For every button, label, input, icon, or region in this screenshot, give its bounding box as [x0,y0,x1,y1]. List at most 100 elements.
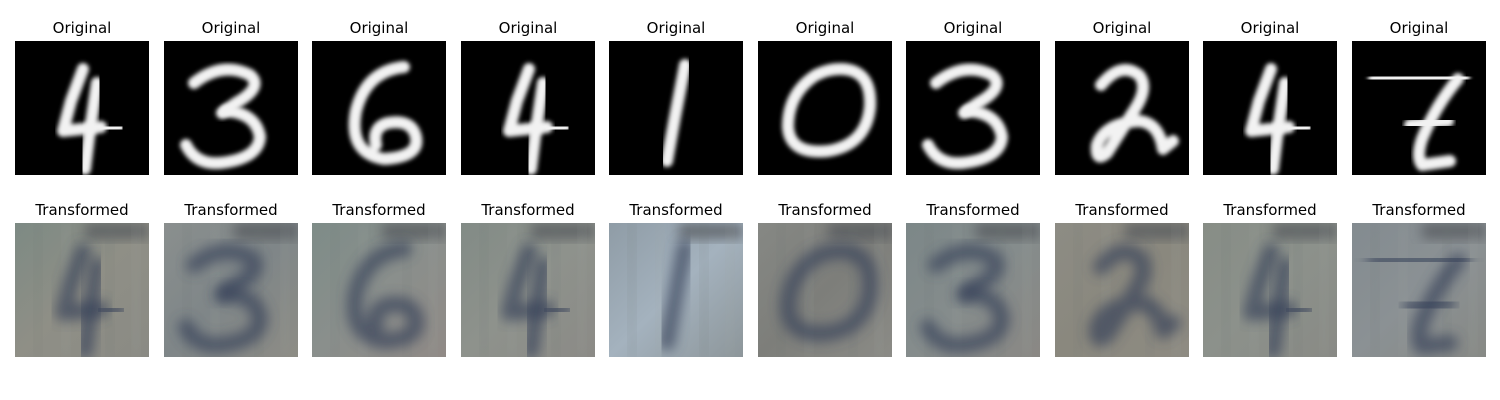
top-shadow-band [1422,223,1486,239]
original-digit-image [312,41,446,175]
digit-stroke [1413,73,1464,171]
digit-shadow [77,257,105,357]
texture-streak [553,223,559,357]
digit-image-svg [609,223,743,357]
digit-shadow [1283,301,1315,319]
digit-image-svg [609,41,743,175]
digit-image-svg [164,223,298,357]
digit-image-svg [312,41,446,175]
digit-shadow [1088,243,1181,347]
top-shadow-band [531,223,595,239]
digit-stroke [922,105,1008,170]
top-shadow-band [1125,223,1189,239]
transformed-digit-image [15,223,149,357]
top-shadow-band [85,223,149,239]
panel-title: Original [1092,19,1152,37]
digit-stroke [79,77,103,175]
texture-streak [212,223,218,357]
top-shadow-band [679,223,743,239]
original-digit-image [1203,41,1337,175]
digit-image-svg [164,41,298,175]
digit-shadow [920,285,1010,354]
digit-image-svg [758,41,892,175]
digit-shadow [95,301,127,319]
digit-shadow [178,285,268,354]
panel-title: Original [646,19,706,37]
image-background [1055,41,1189,175]
digit-shadow [541,301,573,319]
panel-title: Transformed [1223,201,1317,219]
panel-title: Original [201,19,261,37]
original-digit-image [15,41,149,175]
digit-stroke [930,63,1003,119]
transformed-digit-image [312,223,446,357]
digit-stroke [543,121,571,135]
texture-streak [1321,223,1327,357]
texture-streak [1444,223,1450,357]
texture-streak [806,223,812,357]
digit-image-svg [15,41,149,175]
digit-shadow [1265,257,1293,357]
texture-streak [256,223,262,357]
digit-shadow [1243,243,1297,321]
digit-image-svg [1203,223,1337,357]
digit-stroke [1090,63,1179,163]
digit-image-svg [1055,41,1189,175]
digit-stroke [57,63,107,137]
transformed-digit-image [461,223,595,357]
transformed-digit-image [1352,223,1486,357]
top-shadow-band [234,223,298,239]
digit-shadow [523,257,551,357]
digit-stroke [1285,121,1313,135]
original-digit-image [164,41,298,175]
texture-streak [876,223,882,357]
panel-title: Transformed [1075,201,1169,219]
texture-streak [579,223,585,357]
digit-shadow [1402,295,1456,315]
texture-streak [282,223,288,357]
texture-streak [629,223,635,357]
texture-streak [1103,223,1109,357]
digit-stroke [782,63,877,158]
texture-streak [430,223,436,357]
texture-streak [727,223,733,357]
panel-title: Transformed [184,201,278,219]
original-digit-image [461,41,595,175]
panel-title: Original [349,19,409,37]
transformed-digit-image [1055,223,1189,357]
original-digit-image [758,41,892,175]
panel-title: Original [1240,19,1300,37]
original-digit-image [906,41,1040,175]
digit-image-svg [1055,223,1189,357]
texture-streak [404,223,410,357]
texture-streak [1470,223,1476,357]
texture-streak [184,223,190,357]
top-shadow-band [976,223,1040,239]
panel-title: Original [1389,19,1449,37]
digit-stroke [1368,71,1470,85]
digit-shadow [1411,253,1466,355]
texture-streak [998,223,1004,357]
digit-stroke [188,63,261,119]
digit-stroke [503,63,553,137]
transformed-digit-image [609,223,743,357]
texture-streak [133,223,139,357]
digit-stroke [525,77,549,175]
original-digit-image [609,41,743,175]
digit-stroke [1404,115,1454,131]
texture-streak [926,223,932,357]
digit-stroke [97,121,125,135]
texture-streak [1400,223,1406,357]
texture-streak [1024,223,1030,357]
panel-title: Original [52,19,112,37]
texture-streak [1173,223,1179,357]
digit-shadow [928,243,1005,303]
digit-shadow [659,239,693,351]
texture-streak [657,223,663,357]
panel-title: Original [943,19,1003,37]
digit-image-svg [1352,41,1486,175]
texture-streak [1372,223,1378,357]
panel-title: Transformed [926,201,1020,219]
texture-streak [35,223,41,357]
digit-stroke [1245,63,1295,137]
